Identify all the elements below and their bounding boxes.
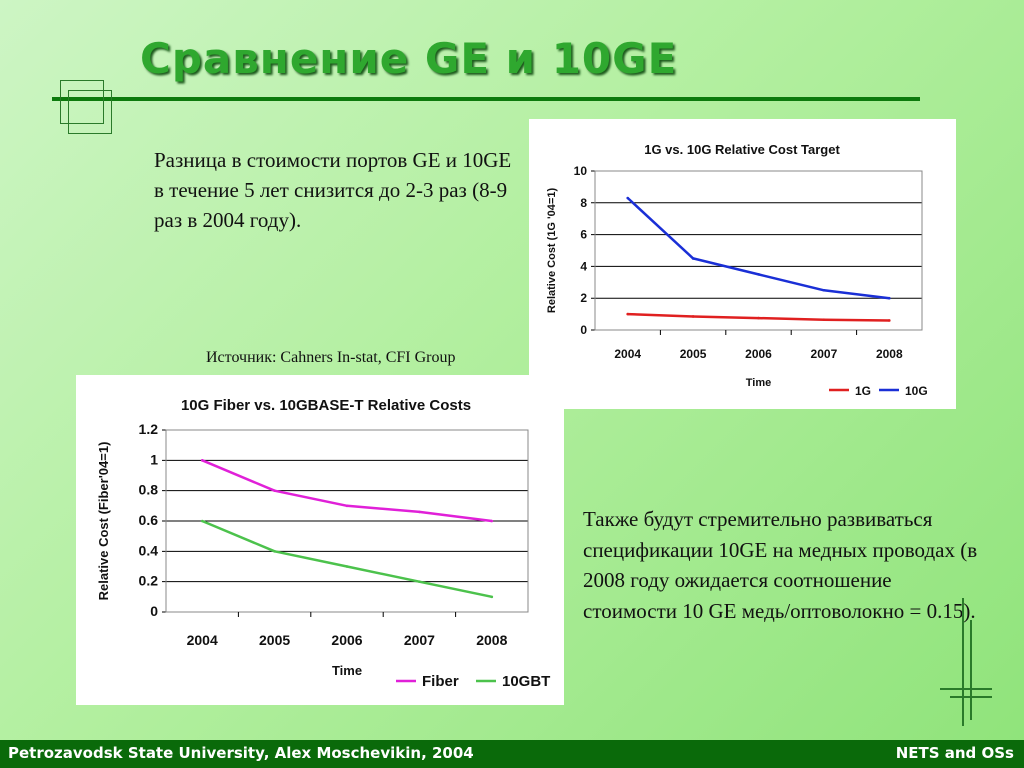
x-axis-title: Time — [746, 377, 771, 389]
data-point — [757, 316, 760, 320]
data-point — [490, 595, 494, 599]
decorative-line — [940, 688, 992, 690]
y-tick-label: 0.2 — [139, 573, 159, 589]
data-point — [345, 565, 349, 568]
data-point — [757, 273, 760, 276]
data-point — [691, 315, 695, 318]
y-tick-label: 2 — [580, 291, 587, 305]
chart-fiber-vs-10gbaset-svg: 10G Fiber vs. 10GBASE-T Relative Costs 0 0… — [96, 397, 550, 690]
source-note: Источник: Cahners In-stat, CFI Group — [206, 349, 456, 366]
data-point — [490, 519, 494, 523]
chart-title: 1G vs. 10G Relative Cost Target — [644, 142, 840, 157]
legend-label: 1G — [855, 384, 871, 398]
x-tick-label: 2004 — [614, 347, 641, 361]
legend-label: Fiber — [422, 673, 459, 690]
data-point — [626, 196, 629, 200]
right-paragraph: Также будут стремительно развиваться спе… — [583, 507, 978, 623]
y-tick-label: 10 — [574, 164, 588, 178]
y-tick-label: 6 — [580, 228, 587, 242]
chart-1g-vs-10g: 1G vs. 10G Relative Cost Target 0 2 4 6 8 10 20… — [529, 119, 956, 409]
x-axis-title: Time — [332, 663, 362, 678]
x-tick-label: 2004 — [187, 632, 218, 648]
x-tick-label: 2005 — [259, 632, 290, 648]
x-tick-label: 2007 — [811, 347, 838, 361]
y-tick-label: 0.8 — [139, 482, 159, 498]
x-tick-label: 2008 — [876, 347, 903, 361]
y-axis-title: Relative Cost (1G '04=1) — [546, 188, 558, 314]
y-tick-label: 1 — [150, 451, 158, 467]
footer-left-text: Petrozavodsk State University, Alex Mosc… — [8, 744, 474, 762]
series-line-10g — [626, 197, 890, 300]
left-paragraph: Разница в стоимости портов GE и 10GE в т… — [154, 148, 512, 232]
decorative-line — [950, 696, 992, 698]
data-point — [273, 550, 276, 553]
x-tick-label: 2007 — [404, 632, 435, 648]
decorative-square — [68, 90, 112, 134]
chart-title: 10G Fiber vs. 10GBASE-T Relative Costs — [181, 397, 471, 414]
y-tick-label: 0.4 — [139, 542, 159, 558]
data-point — [888, 319, 891, 322]
x-tick-label: 2005 — [680, 347, 707, 361]
data-point — [888, 296, 891, 300]
data-point — [626, 312, 629, 316]
plot-area-border — [594, 170, 923, 331]
data-point — [418, 580, 421, 583]
y-tick-label: 0 — [150, 603, 158, 619]
chart-1g-vs-10g-svg: 1G vs. 10G Relative Cost Target 0 2 4 6 8 10 20… — [546, 142, 928, 398]
data-point — [200, 519, 204, 523]
plot-area-border — [165, 429, 529, 613]
series-line-10gbt — [201, 519, 493, 599]
y-tick-label: 0 — [580, 323, 587, 337]
data-point — [822, 318, 826, 321]
legend-label: 10GBT — [502, 673, 550, 690]
decorative-square — [60, 80, 104, 124]
footer-right-text: NETS and OSs — [895, 744, 1014, 762]
x-tick-label: 2006 — [745, 347, 772, 361]
data-point — [345, 504, 349, 508]
data-point — [200, 459, 204, 462]
footer-bar: Petrozavodsk State University, Alex Mosc… — [0, 740, 1024, 768]
y-axis-title: Relative Cost (Fiber'04=1) — [96, 442, 111, 601]
decorative-line — [970, 620, 972, 720]
data-point — [273, 489, 276, 492]
y-tick-label: 8 — [580, 196, 587, 210]
y-tick-label: 1.2 — [139, 421, 159, 437]
data-point — [822, 288, 826, 292]
decorative-line — [962, 598, 964, 726]
y-tick-label: 0.6 — [139, 512, 159, 528]
data-point — [691, 257, 695, 260]
data-point — [418, 510, 421, 514]
title-underline — [52, 97, 920, 101]
y-tick-label: 4 — [580, 259, 587, 273]
slide-title: Сравнение GE и 10GE — [140, 34, 678, 83]
chart-fiber-vs-10gbaset: 10G Fiber vs. 10GBASE-T Relative Costs 0 0… — [76, 375, 564, 705]
legend-label: 10G — [905, 384, 928, 398]
x-tick-label: 2008 — [476, 632, 507, 648]
x-tick-label: 2006 — [331, 632, 362, 648]
